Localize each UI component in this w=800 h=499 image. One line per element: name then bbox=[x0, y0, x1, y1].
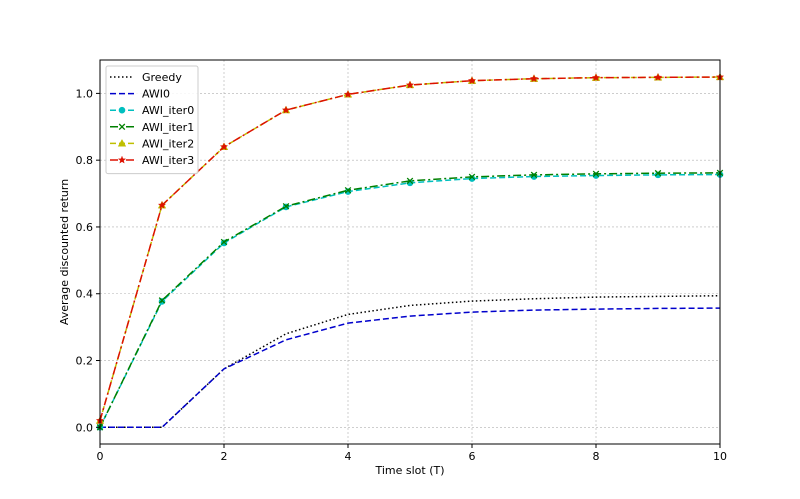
x-tick-label: 8 bbox=[593, 450, 600, 463]
series-5-point bbox=[157, 200, 167, 209]
series-awi0 bbox=[100, 307, 721, 429]
series-layer bbox=[95, 72, 725, 431]
plot-frame bbox=[99, 59, 721, 445]
legend-item: AWI_iter2 bbox=[110, 137, 194, 150]
ticks: 0 2 4 6 8 10 0.0 0.2 0.4 0.6 0.8 1.0 bbox=[76, 87, 728, 463]
legend-item: Greedy bbox=[110, 71, 182, 84]
legend-point bbox=[117, 155, 127, 164]
legend-label: AWI_iter2 bbox=[142, 137, 194, 150]
series-5-point bbox=[343, 90, 353, 98]
series-5-point bbox=[591, 73, 601, 82]
y-tick-label: 0.0 bbox=[76, 421, 94, 434]
legend-point bbox=[118, 106, 126, 114]
series-5-point bbox=[467, 76, 477, 85]
legend: Greedy AWI0 AWI_iter0 AWI_iter1 AWI_iter2 AWI… bbox=[105, 65, 199, 175]
series-3-point bbox=[158, 297, 166, 304]
series-3-point bbox=[406, 177, 414, 185]
x-axis-label: Time slot (T) bbox=[374, 464, 444, 477]
legend-point bbox=[118, 123, 126, 131]
series-3-point bbox=[282, 202, 290, 210]
series-greedy bbox=[100, 294, 721, 429]
series-line bbox=[100, 294, 721, 429]
legend-item: AWI_iter0 bbox=[110, 104, 194, 117]
series-3-point bbox=[530, 171, 538, 179]
x-tick-label: 10 bbox=[713, 450, 727, 463]
legend-item: AWI_iter1 bbox=[110, 121, 194, 134]
series-line bbox=[100, 307, 721, 429]
legend-label: AWI_iter0 bbox=[142, 104, 194, 117]
x-tick-label: 0 bbox=[97, 450, 104, 463]
series-5-point bbox=[405, 80, 415, 89]
series-5-point bbox=[281, 105, 291, 114]
series-3-point bbox=[592, 170, 600, 178]
legend-label: AWI0 bbox=[142, 88, 170, 101]
y-tick-label: 0.6 bbox=[76, 221, 94, 234]
series-5-point bbox=[653, 72, 663, 81]
legend-label: AWI_iter1 bbox=[142, 121, 194, 134]
legend-item: AWI_iter3 bbox=[110, 154, 194, 167]
series-3-point bbox=[344, 186, 352, 194]
series-5-point bbox=[529, 74, 539, 83]
y-tick-label: 0.8 bbox=[76, 154, 94, 167]
series-3-point bbox=[654, 169, 662, 177]
legend-item: AWI0 bbox=[110, 88, 170, 101]
series-line bbox=[99, 172, 721, 428]
series-3-point bbox=[220, 238, 228, 246]
y-tick-label: 0.2 bbox=[76, 355, 94, 368]
y-tick-label: 1.0 bbox=[76, 87, 94, 100]
legend-label: Greedy bbox=[142, 71, 182, 84]
y-tick-label: 0.4 bbox=[76, 288, 94, 301]
legend-label: AWI_iter3 bbox=[142, 154, 194, 167]
y-axis-label: Average discounted return bbox=[58, 179, 71, 325]
x-tick-label: 2 bbox=[221, 450, 228, 463]
grid bbox=[99, 60, 721, 444]
series-5-point bbox=[219, 142, 229, 151]
legend-point bbox=[117, 139, 127, 147]
x-tick-label: 4 bbox=[345, 450, 352, 463]
x-tick-label: 6 bbox=[469, 450, 476, 463]
series-3-point bbox=[468, 173, 476, 181]
